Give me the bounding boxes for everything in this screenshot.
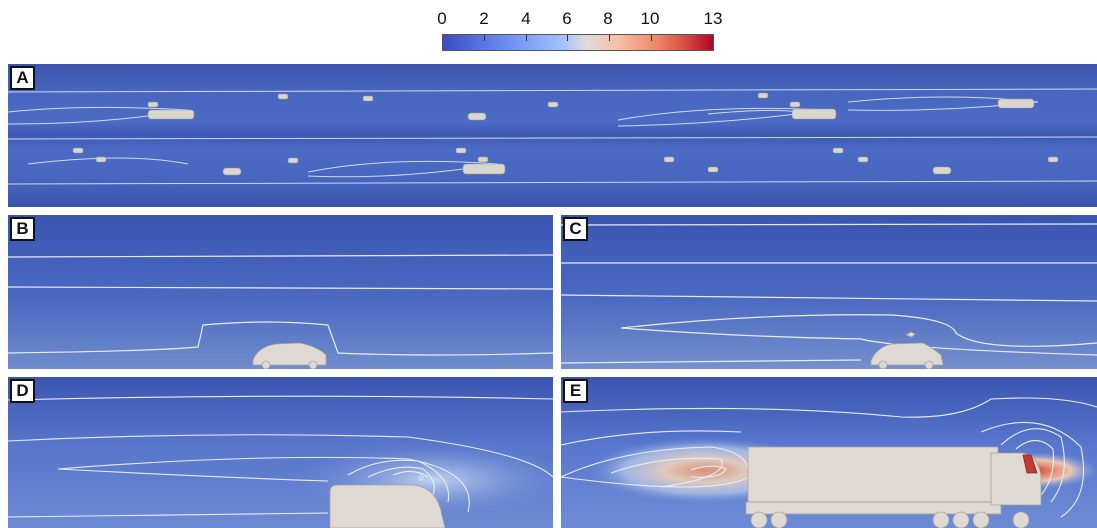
panel-c-label: C xyxy=(563,217,588,241)
colorbar-tick xyxy=(567,35,568,41)
panel-b-side-view: B xyxy=(8,215,553,369)
panel-a-label: A xyxy=(10,66,35,90)
panel-d-label: D xyxy=(10,379,35,403)
panel-e-side-view: E xyxy=(561,377,1097,528)
panel-e-flow-field xyxy=(561,377,1097,528)
colorbar-label-10: 10 xyxy=(640,9,660,28)
colorbar-label-13: 13 xyxy=(703,9,723,28)
car-model xyxy=(252,342,327,369)
panel-d-side-view: D xyxy=(8,377,553,528)
truck-model xyxy=(745,446,1042,528)
colorbar-tick xyxy=(484,35,485,41)
colorbar-label-2: 2 xyxy=(479,9,489,28)
panel-a-top-view: A xyxy=(8,64,1097,207)
colorbar-tick xyxy=(526,35,527,41)
panel-d-flow-field xyxy=(8,377,553,528)
colorbar-label-6: 6 xyxy=(562,9,572,28)
colorbar-legend: 0 2 4 6 8 10 13 xyxy=(0,0,1097,60)
colorbar-label-0: 0 xyxy=(437,9,447,28)
colorbar-label-4: 4 xyxy=(521,9,531,28)
panel-b-label: B xyxy=(10,217,35,241)
car-model xyxy=(870,331,944,369)
panel-a-flow-field xyxy=(8,64,1097,207)
colorbar-gradient xyxy=(442,34,714,51)
colorbar-tick xyxy=(609,35,610,41)
van-model xyxy=(329,475,446,528)
panel-c-side-view: C xyxy=(561,215,1097,369)
colorbar-tick xyxy=(651,35,652,41)
panel-e-label: E xyxy=(563,379,588,403)
panel-b-flow-field xyxy=(8,215,553,369)
colorbar-label-8: 8 xyxy=(603,9,613,28)
panel-c-flow-field xyxy=(561,215,1097,369)
